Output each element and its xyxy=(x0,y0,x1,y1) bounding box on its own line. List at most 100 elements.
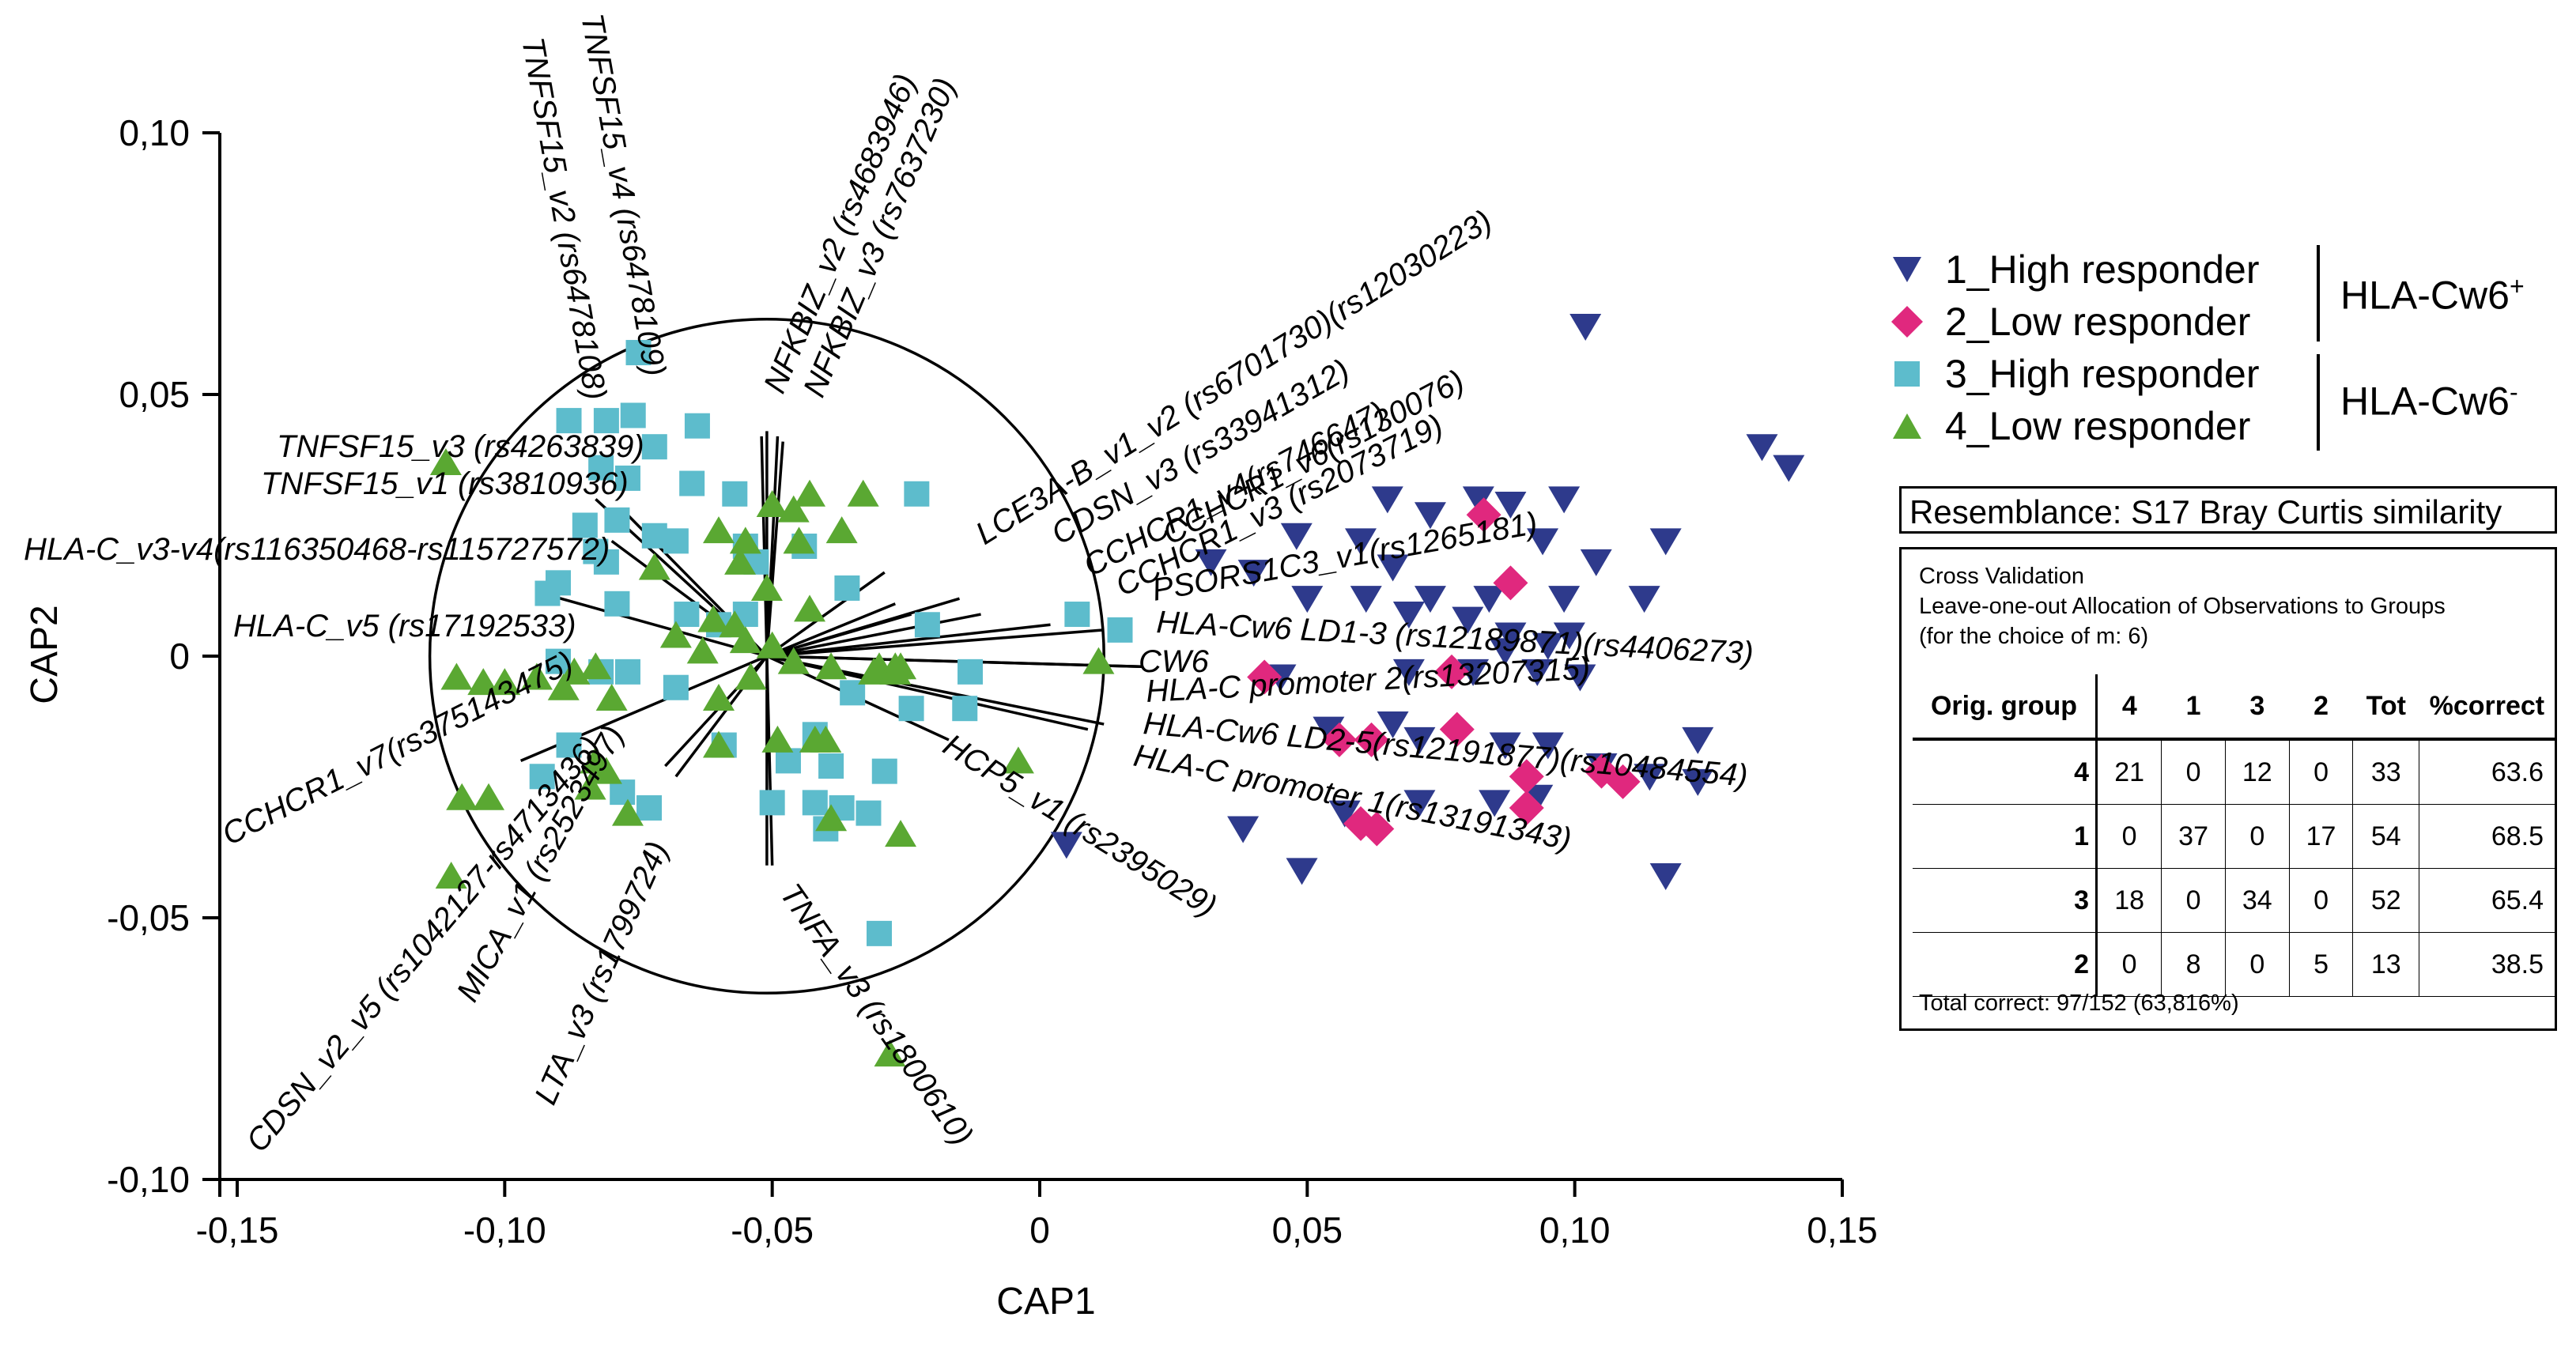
data-point xyxy=(898,696,924,722)
data-point xyxy=(818,753,844,779)
data-point xyxy=(703,730,735,758)
data-point xyxy=(611,798,644,826)
cv-title: Cross Validation xyxy=(1919,564,2085,589)
y-tick-label: 0,10 xyxy=(119,112,190,153)
data-point xyxy=(604,507,630,533)
cv-cell: 4 xyxy=(1913,739,2098,805)
y-tick-label: 0,05 xyxy=(119,374,190,415)
data-point xyxy=(625,340,652,366)
cap-plot: -0,15 -0,10 -0,05 0 0,05 0,10 0,15-0,10-0,0500… xyxy=(24,11,1878,1323)
data-point xyxy=(1345,528,1377,556)
data-point xyxy=(1628,586,1660,613)
data-point xyxy=(588,455,614,481)
legend-label: 3_High responder xyxy=(1945,352,2260,396)
cv-subtitle: Leave-one-out Allocation of Observations… xyxy=(1919,594,2446,619)
data-point xyxy=(1403,726,1436,754)
cv-row: 2 0 8 0 5 13 38.5 xyxy=(1913,932,2555,997)
data-point xyxy=(1280,523,1313,550)
data-point xyxy=(802,790,828,816)
data-point xyxy=(534,580,561,606)
data-point xyxy=(867,920,892,946)
data-point xyxy=(958,659,984,685)
data-point xyxy=(520,662,553,690)
data-point xyxy=(1439,711,1475,747)
vector-line xyxy=(765,441,784,657)
cv-cell: 12 xyxy=(2225,739,2290,805)
cv-cell: 13 xyxy=(2352,932,2420,997)
data-point xyxy=(679,470,705,496)
data-point xyxy=(904,481,930,507)
data-point xyxy=(1509,759,1544,794)
legend-item-2: 2_Low responder xyxy=(1890,299,2250,345)
data-point xyxy=(574,772,606,800)
legend-item-1: 1_High responder xyxy=(1890,247,2260,292)
legend-item-3: 3_High responder xyxy=(1890,351,2260,397)
data-point xyxy=(580,652,612,680)
cv-cell: 5 xyxy=(2289,932,2354,997)
data-point xyxy=(1548,586,1581,613)
data-point xyxy=(1564,664,1596,692)
legend-item-4: 4_Low responder xyxy=(1890,403,2250,449)
data-point xyxy=(1392,602,1425,629)
cv-cell: 0 xyxy=(2225,804,2290,869)
cv-header: 4 xyxy=(2096,674,2162,741)
data-point xyxy=(719,610,751,638)
data-point xyxy=(674,602,700,628)
data-point xyxy=(1649,863,1682,891)
data-point xyxy=(556,732,582,758)
data-point xyxy=(810,725,842,753)
data-point xyxy=(1473,586,1505,613)
x-tick-label: -0,10 xyxy=(463,1209,546,1251)
vector-label: TNFSF15_v3 (rs4263839) xyxy=(277,429,644,464)
x-tick-label: 0,10 xyxy=(1539,1209,1611,1251)
cv-cell: 2 xyxy=(1913,932,2098,997)
data-point xyxy=(1403,790,1436,817)
data-point xyxy=(686,636,719,664)
data-point xyxy=(593,408,619,434)
vector-label: HLA-C promoter 2(rs13207315) xyxy=(1145,651,1591,709)
legend-label: 1_High responder xyxy=(1945,247,2260,292)
data-point xyxy=(1414,502,1446,530)
data-point xyxy=(547,673,580,700)
data-point xyxy=(1457,659,1490,686)
data-point xyxy=(1521,784,1554,812)
triangle-up-icon xyxy=(1893,413,1921,439)
data-point xyxy=(636,794,663,821)
axes: -0,15 -0,10 -0,05 0 0,05 0,10 0,15-0,10-0,0500… xyxy=(107,112,1878,1251)
x-tick-label: -0,15 xyxy=(196,1209,279,1251)
data-point xyxy=(1494,622,1527,650)
vector-line xyxy=(766,623,1051,658)
data-point xyxy=(590,757,622,784)
data-point xyxy=(641,434,667,460)
y-tick-label: -0,10 xyxy=(107,1159,190,1200)
data-point xyxy=(815,652,848,680)
data-point xyxy=(794,479,826,507)
data-point xyxy=(1649,528,1682,556)
cv-header-row: Orig. group 4 1 3 2 Tot %correct xyxy=(1913,674,2555,741)
data-point xyxy=(735,662,767,690)
data-point xyxy=(1313,716,1345,744)
data-point xyxy=(1050,832,1082,859)
vector-label: TNFSF15_v1 (rs3810936) xyxy=(261,466,629,501)
data-point xyxy=(756,490,788,518)
vector-label: HLA-C_v3-v4(rs116350468-rs115727572) xyxy=(24,532,610,567)
vector-line xyxy=(766,628,1105,658)
cv-cell: 33 xyxy=(2352,739,2420,805)
data-point xyxy=(834,575,860,601)
data-point xyxy=(1377,711,1409,739)
data-point xyxy=(1682,768,1714,796)
data-point xyxy=(1392,659,1425,686)
data-point xyxy=(614,465,640,491)
data-point xyxy=(1634,764,1666,791)
data-point xyxy=(1746,434,1778,462)
triangle-down-icon xyxy=(1893,257,1921,282)
x-tick-label: -0,05 xyxy=(731,1209,814,1251)
data-point xyxy=(663,674,689,700)
data-point xyxy=(1462,486,1494,514)
data-point xyxy=(1237,560,1270,587)
data-point xyxy=(777,647,810,674)
group-bracket-negative xyxy=(2317,354,2320,451)
data-point xyxy=(879,657,912,685)
cv-cell: 0 xyxy=(2289,868,2354,933)
vector-line xyxy=(766,597,961,658)
